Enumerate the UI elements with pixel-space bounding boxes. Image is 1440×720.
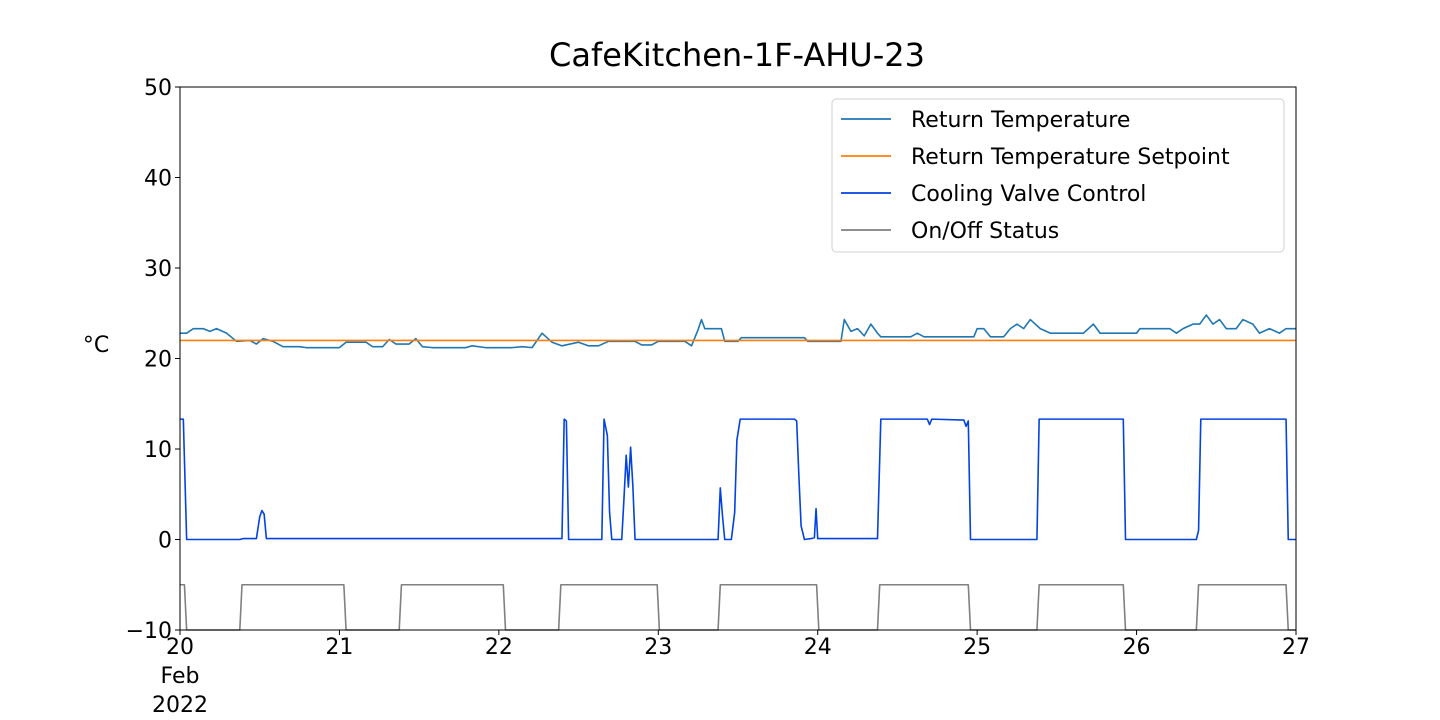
x-tick-label: 22 bbox=[485, 635, 513, 660]
series-line-2 bbox=[180, 418, 1296, 541]
x-tick-label: 24 bbox=[804, 635, 832, 660]
legend-label: Return Temperature bbox=[911, 108, 1130, 133]
legend-label: Cooling Valve Control bbox=[911, 182, 1146, 207]
x-tick-label: 25 bbox=[963, 635, 991, 660]
x-tick-label: 26 bbox=[1123, 635, 1151, 660]
x-axis: 20 Feb 2022 21 22 23 24 25 26 27 bbox=[152, 630, 1310, 718]
legend: Return Temperature Return Temperature Set… bbox=[831, 98, 1285, 253]
chart-title: CafeKitchen-1F-AHU-23 bbox=[549, 36, 925, 74]
x-tick-label: Feb bbox=[161, 664, 200, 689]
x-tick-label: 23 bbox=[644, 635, 672, 660]
y-tick-label: 20 bbox=[144, 348, 172, 373]
series-layer bbox=[180, 314, 1296, 631]
y-tick-label: 30 bbox=[144, 257, 172, 282]
y-tick-label: 0 bbox=[158, 529, 172, 554]
x-tick-label: 2022 bbox=[152, 693, 208, 718]
x-tick-label: 20 bbox=[166, 635, 194, 660]
y-tick-label: −10 bbox=[126, 619, 172, 644]
y-axis-label: °C bbox=[83, 333, 109, 358]
y-axis: 50 40 30 20 10 0 −10 bbox=[126, 76, 180, 644]
series-line-0 bbox=[180, 314, 1296, 349]
y-tick-label: 10 bbox=[144, 438, 172, 463]
y-tick-label: 40 bbox=[144, 167, 172, 192]
legend-label: Return Temperature Setpoint bbox=[911, 145, 1230, 170]
legend-box bbox=[831, 98, 1285, 253]
legend-label: On/Off Status bbox=[911, 219, 1059, 244]
x-tick-label: 27 bbox=[1282, 635, 1310, 660]
series-line-3 bbox=[180, 583, 1296, 631]
x-tick-label: 21 bbox=[325, 635, 353, 660]
y-tick-label: 50 bbox=[144, 76, 172, 101]
